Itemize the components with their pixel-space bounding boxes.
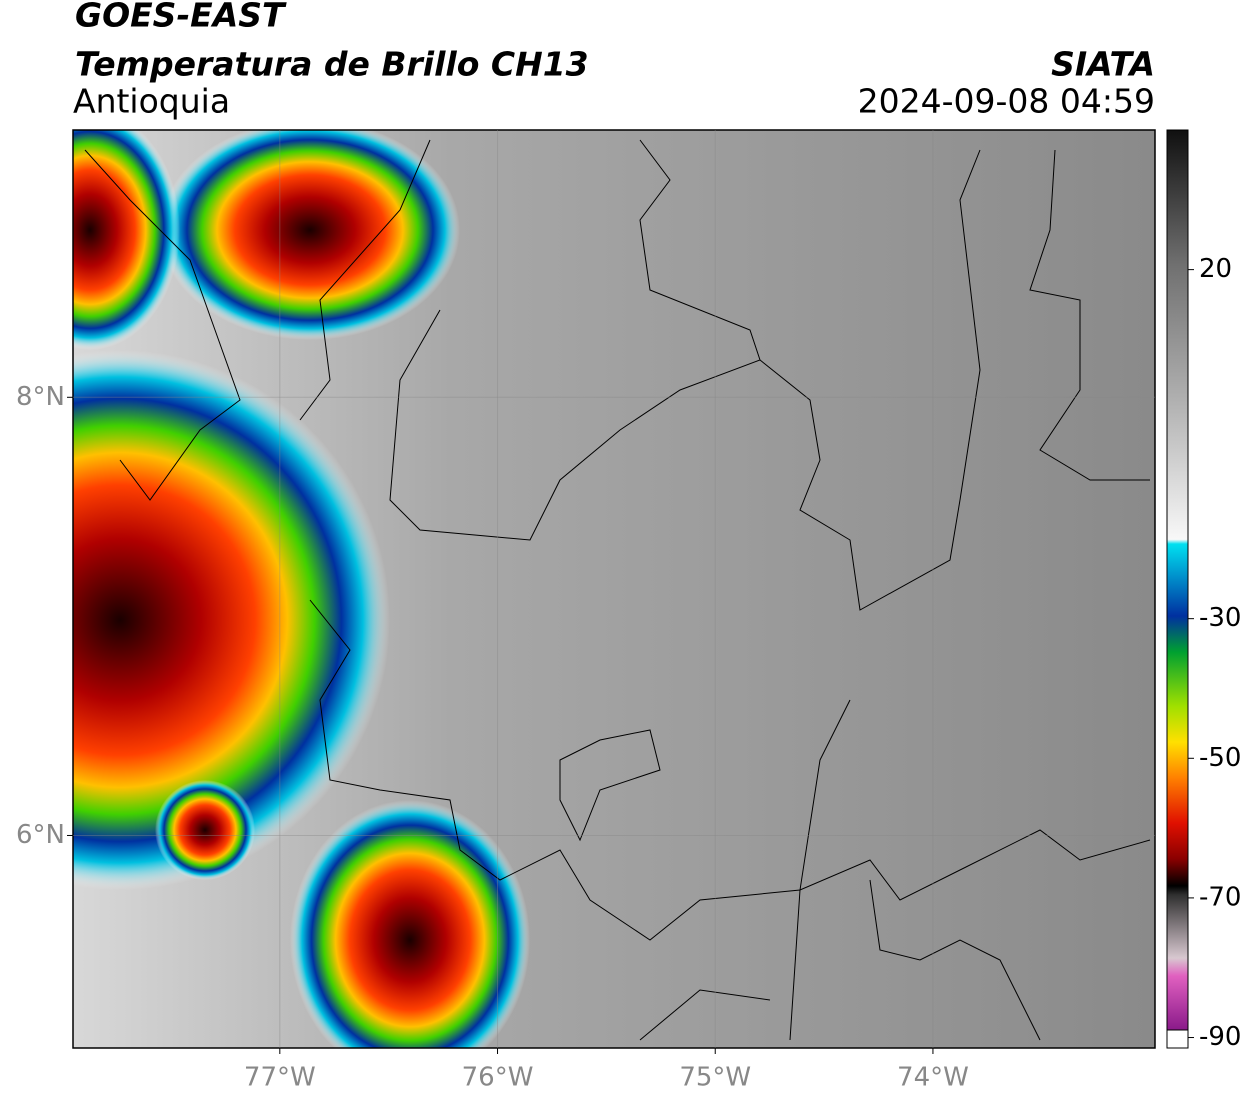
- region: Antioquia: [73, 82, 230, 121]
- colorbar-tick-label: -90: [1199, 1022, 1241, 1052]
- satellite-image: [73, 130, 1155, 1048]
- x-tick-label: 75°W: [679, 1063, 751, 1093]
- x-tick-label: 74°W: [897, 1063, 969, 1093]
- x-tick-label: 77°W: [244, 1063, 316, 1093]
- colorbar-under: [1166, 1029, 1189, 1049]
- subtitle: Temperatura de Brillo CH13: [75, 45, 589, 84]
- title: GOES-EAST: [75, 0, 287, 35]
- colorbar-tick-label: -70: [1199, 882, 1241, 912]
- colorbar-tick-label: -50: [1199, 743, 1241, 773]
- source: SIATA: [1051, 45, 1155, 84]
- x-tick-label: 76°W: [462, 1063, 534, 1093]
- colorbar-tick-label: -30: [1199, 603, 1241, 633]
- colorbar: [1166, 129, 1189, 1031]
- y-tick-label: 6°N: [16, 820, 65, 850]
- map-frame: [72, 129, 1156, 1049]
- colorbar-tick-label: 20: [1199, 254, 1232, 284]
- y-tick-label: 8°N: [16, 382, 65, 412]
- datetime: 2024-09-08 04:59: [858, 82, 1155, 121]
